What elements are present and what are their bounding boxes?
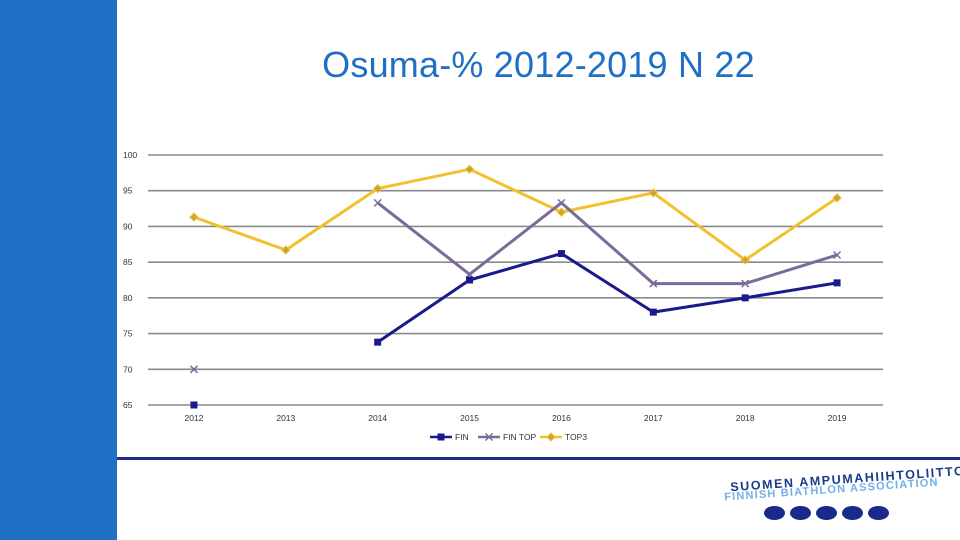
y-axis-ticks: 100 95 90 85 80 75 70 65 — [123, 150, 137, 410]
data-point-top3 — [464, 164, 475, 174]
x-tick-label: 2012 — [184, 413, 203, 423]
series-line-fin — [376, 252, 838, 344]
y-tick-label: 80 — [123, 293, 133, 303]
legend-label-top3: TOP3 — [565, 432, 587, 442]
data-point-fin — [833, 279, 841, 287]
x-tick-label: 2014 — [368, 413, 387, 423]
data-point-fin-top — [373, 198, 382, 207]
marker-stroke — [484, 432, 494, 442]
x-tick-label: 2015 — [460, 413, 479, 423]
y-tick-label: 75 — [123, 329, 133, 339]
legend: FIN FIN TOP TOP3 — [430, 432, 587, 442]
marker-stroke — [557, 198, 566, 207]
data-point-top3 — [556, 207, 567, 217]
data-point-fin-top — [833, 250, 842, 260]
marker-stroke — [649, 279, 658, 288]
logo-dot — [868, 506, 889, 520]
footer-divider — [117, 457, 960, 460]
legend-label-fin: FIN — [455, 432, 469, 442]
x-axis-ticks: 2012 2013 2014 2015 2016 2017 2018 2019 — [184, 413, 846, 423]
logo-dot — [764, 506, 785, 520]
data-point-fin-top — [649, 279, 658, 288]
legend-label-fin-top: FIN TOP — [503, 432, 537, 442]
series-line-top3 — [193, 167, 838, 262]
data-point-fin — [741, 294, 749, 302]
marker-stroke — [833, 250, 842, 260]
x-tick-label: 2013 — [276, 413, 295, 423]
y-tick-label: 90 — [123, 221, 133, 231]
marker-stroke — [373, 198, 382, 207]
logo-dot — [816, 506, 837, 520]
data-point-fin-top — [741, 279, 750, 288]
data-point-fin — [466, 276, 474, 284]
y-tick-label: 100 — [123, 150, 137, 160]
data-point-top3 — [740, 255, 750, 265]
series-lines — [193, 167, 838, 344]
data-point-top3 — [189, 212, 199, 222]
data-point-top3 — [832, 193, 842, 203]
logo-dot — [790, 506, 811, 520]
data-point-fin-top — [557, 198, 566, 207]
association-logo: SUOMEN AMPUMAHIIHTOLIITTO FINNISH BIATHL… — [718, 464, 960, 526]
y-tick-label: 70 — [123, 364, 133, 374]
data-point-fin — [190, 401, 198, 409]
data-point-top3 — [648, 188, 659, 198]
x-tick-label: 2018 — [736, 413, 755, 423]
y-tick-label: 85 — [123, 257, 133, 267]
marker-stroke — [189, 365, 198, 374]
data-point-fin — [374, 338, 382, 346]
left-accent-bar — [0, 0, 117, 540]
data-point-top3 — [281, 245, 291, 255]
slide-title: Osuma-% 2012-2019 N 22 — [322, 44, 755, 85]
x-tick-label: 2016 — [552, 413, 571, 423]
data-point-fin — [557, 250, 565, 258]
legend-marker-fin — [437, 433, 445, 441]
logo-dot — [842, 506, 863, 520]
marker-stroke — [741, 279, 750, 288]
y-tick-label: 95 — [123, 186, 133, 196]
legend-marker-top3 — [546, 432, 556, 442]
data-point-fin — [649, 308, 657, 316]
legend-marker-fin-top — [484, 432, 494, 442]
y-tick-label: 65 — [123, 400, 133, 410]
x-tick-label: 2017 — [644, 413, 663, 423]
series-markers — [189, 164, 842, 409]
data-point-top3 — [372, 183, 383, 194]
series-line-fin-top — [376, 201, 838, 286]
data-point-fin-top — [189, 365, 198, 374]
gridlines — [148, 154, 883, 406]
x-tick-label: 2019 — [828, 413, 847, 423]
